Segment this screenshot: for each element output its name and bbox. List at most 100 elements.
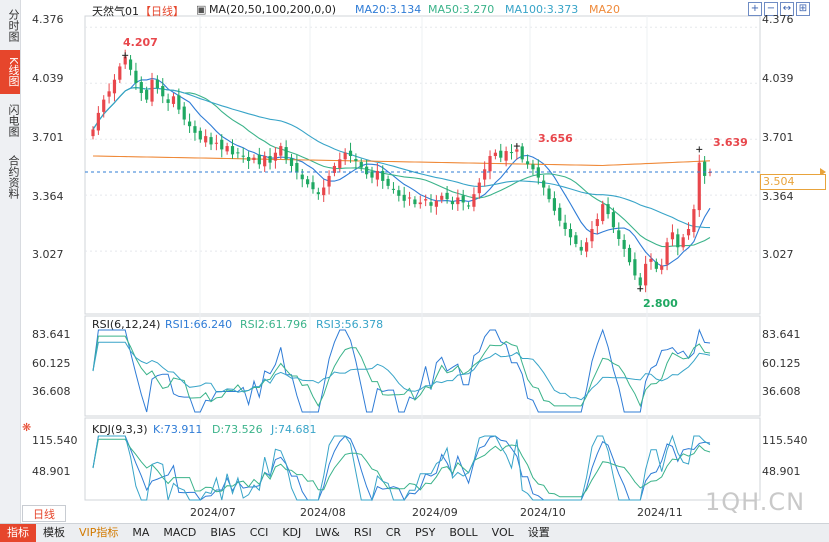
tab-psy[interactable]: PSY <box>415 526 436 539</box>
candle-body <box>622 239 626 249</box>
candle-body <box>504 151 508 161</box>
kdj-j-value: J:74.681 <box>271 423 317 436</box>
candle-body <box>327 175 331 187</box>
tab-cci[interactable]: CCI <box>249 526 269 539</box>
pan-icon[interactable]: ↔ <box>780 2 794 16</box>
high-annotation-3: 3.639 <box>713 136 748 149</box>
zoom-in-icon[interactable]: + <box>748 2 762 16</box>
tab-kdj[interactable]: KDJ <box>282 526 302 539</box>
candle-body <box>268 156 272 163</box>
current-price-marker <box>820 167 826 176</box>
candle-body <box>488 156 492 172</box>
tab-settings[interactable]: 设置 <box>527 526 550 539</box>
candle-body <box>611 212 616 228</box>
candle-body <box>161 86 165 97</box>
candle-body <box>279 146 283 156</box>
candle-body <box>456 197 460 205</box>
candle-body <box>391 188 396 190</box>
candle-body <box>182 106 186 120</box>
candle-body <box>429 202 433 206</box>
tab-contract-info[interactable]: 合约资料 <box>7 155 20 199</box>
ma-title: MA(20,50,100,200,0,0) <box>209 3 337 16</box>
low-annotation: 2.800 <box>643 297 678 310</box>
candle-body <box>257 154 261 165</box>
watermark: 1QH.CN <box>705 488 806 516</box>
candle-body <box>102 99 106 112</box>
sidebar: 分时图 K线图 闪电图 合约资料 <box>0 0 21 523</box>
kdj-k-line <box>92 435 711 502</box>
candle-body <box>155 79 159 89</box>
candle-body <box>343 152 347 160</box>
candle-body <box>214 142 218 144</box>
tab-kline[interactable]: K线图 <box>0 50 20 94</box>
ma100-value: MA100:3.373 <box>505 3 579 16</box>
candle-body <box>338 159 342 168</box>
tab-timeshare[interactable]: 分时图 <box>7 8 20 42</box>
kdj-tick-left-2: 48.901 <box>32 465 71 478</box>
candle-body <box>370 171 374 178</box>
candle-body <box>375 170 379 180</box>
candle-body <box>252 157 256 161</box>
candle-body <box>590 229 594 242</box>
tab-bias[interactable]: BIAS <box>210 526 236 539</box>
candle-body <box>606 204 610 215</box>
kdj-d-value: D:73.526 <box>212 423 263 436</box>
rsi3-line <box>92 341 711 401</box>
x-tick-aug: 2024/08 <box>300 506 346 519</box>
candle-body <box>692 209 696 232</box>
candle-body <box>568 229 573 238</box>
overlay <box>85 52 826 292</box>
candle-body <box>558 207 562 221</box>
price-tick-left-1: 4.376 <box>32 13 64 26</box>
candle-body <box>198 130 202 140</box>
candle-body <box>552 198 557 211</box>
tab-rsi[interactable]: RSI <box>353 526 372 539</box>
x-tick-nov: 2024/11 <box>637 506 683 519</box>
high-annotation-2: 3.656 <box>538 132 573 145</box>
price-tick-right-4: 3.364 <box>762 190 794 203</box>
kdj-tick-right-2: 48.901 <box>762 465 801 478</box>
candle-body <box>627 247 632 263</box>
candle-body <box>515 149 519 152</box>
candle-body <box>263 156 267 167</box>
price-tick-left-4: 3.364 <box>32 190 64 203</box>
candle-body <box>332 165 337 173</box>
candle-body <box>139 82 143 93</box>
zoom-out-icon[interactable]: − <box>764 2 778 16</box>
tab-indicators[interactable]: 指标 <box>0 524 36 542</box>
rsi-tick-left-1: 83.641 <box>32 328 71 341</box>
candle-body <box>128 59 133 70</box>
candle-body <box>171 96 176 104</box>
tab-flash[interactable]: 闪电图 <box>7 103 20 137</box>
kline-chart[interactable] <box>20 0 829 523</box>
kdj-settings-icon[interactable]: ❋ <box>22 421 32 434</box>
tab-cr[interactable]: CR <box>385 526 402 539</box>
ma50-value: MA50:3.270 <box>428 3 495 16</box>
candle-body <box>348 150 353 157</box>
tab-templates[interactable]: 模板 <box>43 526 65 539</box>
kdj-title: KDJ(9,3,3) <box>92 423 148 436</box>
tab-boll[interactable]: BOLL <box>449 526 478 539</box>
candle-body <box>638 277 642 286</box>
tab-macd[interactable]: MACD <box>163 526 197 539</box>
candle-body <box>450 201 455 205</box>
candle-body <box>649 258 653 262</box>
rsi1-line <box>92 328 711 413</box>
tab-vip-indicators[interactable]: VIP指标 <box>79 526 119 539</box>
candle-body <box>381 170 385 181</box>
candle-body <box>187 121 192 127</box>
ma-settings-icon[interactable]: ▣ <box>196 3 207 16</box>
moving-averages <box>92 77 711 267</box>
period-button[interactable]: 日线 <box>22 505 66 522</box>
candle-body <box>595 219 599 227</box>
rsi2-line <box>92 335 711 408</box>
tab-lw[interactable]: LW& <box>315 526 340 539</box>
candle-body <box>434 200 438 207</box>
fullscreen-icon[interactable]: ⊞ <box>796 2 810 16</box>
candle-body <box>273 152 278 161</box>
period-label[interactable]: 【日线】 <box>140 5 184 18</box>
candle-body <box>601 204 605 222</box>
tab-vol[interactable]: VOL <box>491 526 514 539</box>
tab-ma[interactable]: MA <box>132 526 150 539</box>
candle-body <box>123 56 127 65</box>
